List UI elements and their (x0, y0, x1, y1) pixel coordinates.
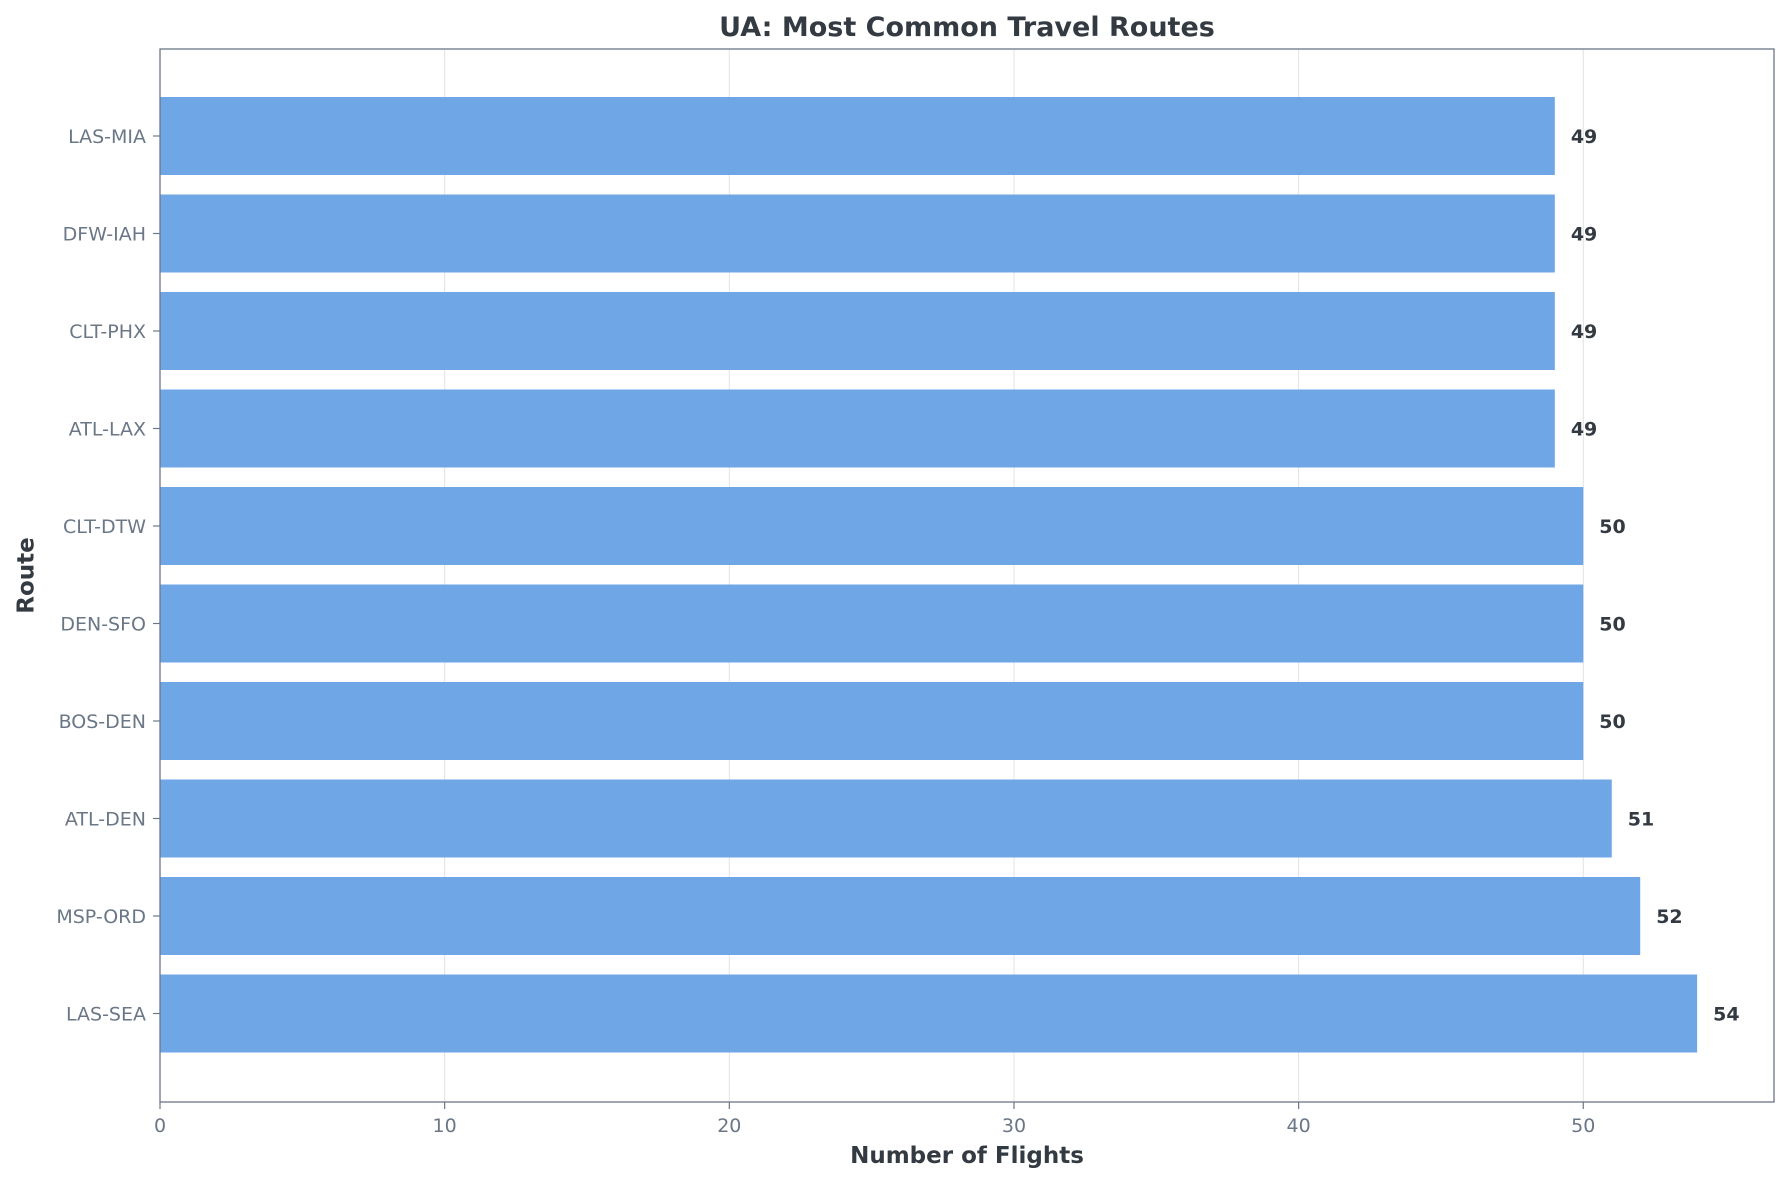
value-label: 50 (1599, 711, 1625, 733)
y-axis-label: Route (14, 537, 40, 613)
x-tick-label: 40 (1287, 1115, 1311, 1137)
value-label: 49 (1571, 126, 1597, 148)
value-label: 54 (1713, 1004, 1739, 1026)
bar-den-sfo (160, 584, 1584, 663)
bar-las-mia (160, 97, 1555, 175)
plot-frame (159, 48, 1775, 1103)
y-tick-label: DFW-IAH (63, 224, 146, 246)
y-tick-label: MSP-ORD (56, 906, 146, 928)
value-label: 52 (1656, 906, 1682, 928)
x-axis-ticks: 0 10 20 30 40 50 (154, 1102, 1595, 1137)
bar-clt-phx (160, 292, 1555, 370)
value-labels: 54 52 51 50 50 50 49 49 49 49 (1571, 126, 1740, 1026)
value-label: 50 (1599, 614, 1625, 636)
x-tick-label: 20 (717, 1115, 741, 1137)
bar-atl-lax (160, 389, 1555, 468)
y-tick-label: BOS-DEN (59, 711, 146, 733)
x-tick-label: 10 (433, 1115, 457, 1137)
bar-dfw-iah (160, 194, 1555, 273)
y-tick-label: DEN-SFO (60, 614, 146, 636)
y-tick-label: LAS-SEA (66, 1004, 146, 1026)
bar-las-sea (160, 974, 1698, 1053)
x-axis-label: Number of Flights (850, 1143, 1084, 1169)
y-tick-label: ATL-DEN (65, 809, 146, 831)
bar-msp-ord (160, 877, 1641, 955)
y-tick-label: CLT-PHX (69, 321, 146, 343)
bars (160, 97, 1698, 1053)
value-label: 49 (1571, 224, 1597, 246)
value-label: 51 (1628, 809, 1654, 831)
x-tick-label: 0 (154, 1115, 166, 1137)
x-tick-label: 30 (1002, 1115, 1026, 1137)
y-tick-label: CLT-DTW (63, 516, 146, 538)
y-tick-label: ATL-LAX (69, 419, 146, 441)
bar-clt-dtw (160, 487, 1584, 565)
chart-title: UA: Most Common Travel Routes (719, 12, 1215, 43)
bar-bos-den (160, 682, 1584, 760)
x-tick-label: 50 (1571, 1115, 1595, 1137)
value-label: 49 (1571, 321, 1597, 343)
value-label: 49 (1571, 419, 1597, 441)
bar-atl-den (160, 779, 1612, 858)
value-label: 50 (1599, 516, 1625, 538)
y-tick-label: LAS-MIA (68, 126, 146, 148)
y-axis-ticks: LAS-SEA MSP-ORD ATL-DEN BOS-DEN DEN-SFO CLT-D… (56, 126, 160, 1026)
